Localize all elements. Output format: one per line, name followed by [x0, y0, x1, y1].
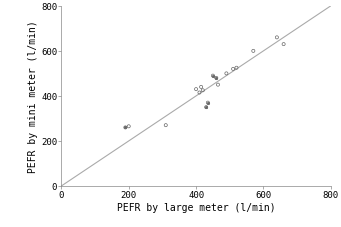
Point	[198, 86, 204, 89]
Point	[274, 36, 280, 40]
Point	[193, 88, 199, 91]
Point	[234, 67, 239, 70]
Point	[251, 50, 256, 53]
Point	[231, 68, 236, 71]
Point	[163, 124, 168, 127]
Point	[204, 106, 209, 109]
Point	[210, 74, 216, 78]
Point	[205, 101, 211, 105]
Point	[213, 77, 219, 80]
Point	[197, 91, 202, 95]
Point	[281, 43, 286, 47]
Y-axis label: PEFR by mini meter (l/min): PEFR by mini meter (l/min)	[28, 20, 38, 173]
Point	[204, 106, 209, 109]
Point	[126, 125, 132, 128]
Point	[200, 89, 206, 93]
Point	[210, 74, 216, 78]
X-axis label: PEFR by large meter (l/min): PEFR by large meter (l/min)	[117, 202, 276, 212]
Point	[215, 84, 221, 87]
Point	[123, 126, 128, 130]
Point	[205, 101, 211, 105]
Point	[224, 72, 229, 76]
Point	[213, 77, 219, 80]
Point	[123, 126, 128, 130]
